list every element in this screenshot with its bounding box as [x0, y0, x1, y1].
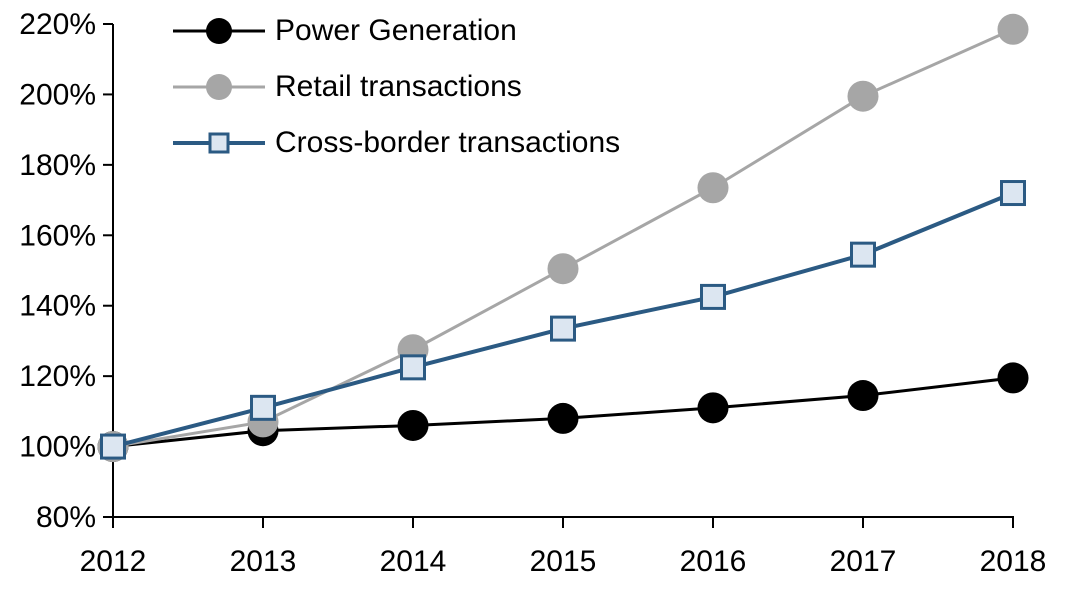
legend-item-retail-transactions: Retail transactions [173, 59, 620, 115]
legend-marker-cross-border-transactions-icon [173, 132, 265, 154]
svg-text:220%: 220% [19, 8, 96, 41]
svg-text:2015: 2015 [530, 545, 597, 578]
legend-item-power-generation: Power Generation [173, 3, 620, 59]
legend-marker-power-generation-icon [173, 18, 265, 44]
legend: Power Generation Retail transactions Cro… [173, 3, 620, 171]
svg-text:2018: 2018 [980, 545, 1047, 578]
legend-label-power-generation: Power Generation [275, 14, 517, 47]
legend-marker-retail-transactions-icon [173, 74, 265, 100]
svg-text:180%: 180% [19, 149, 96, 182]
svg-text:140%: 140% [19, 290, 96, 323]
svg-text:2016: 2016 [680, 545, 747, 578]
svg-text:80%: 80% [36, 501, 96, 534]
svg-text:100%: 100% [19, 431, 96, 464]
legend-label-cross-border-transactions: Cross-border transactions [275, 126, 621, 159]
svg-text:2017: 2017 [830, 545, 897, 578]
svg-text:2013: 2013 [230, 545, 297, 578]
svg-text:2014: 2014 [380, 545, 447, 578]
legend-label-retail-transactions: Retail transactions [275, 70, 522, 103]
legend-item-cross-border-transactions: Cross-border transactions [173, 115, 620, 171]
svg-text:200%: 200% [19, 78, 96, 111]
svg-text:120%: 120% [19, 360, 96, 393]
svg-text:160%: 160% [19, 219, 96, 252]
svg-text:2012: 2012 [80, 545, 147, 578]
